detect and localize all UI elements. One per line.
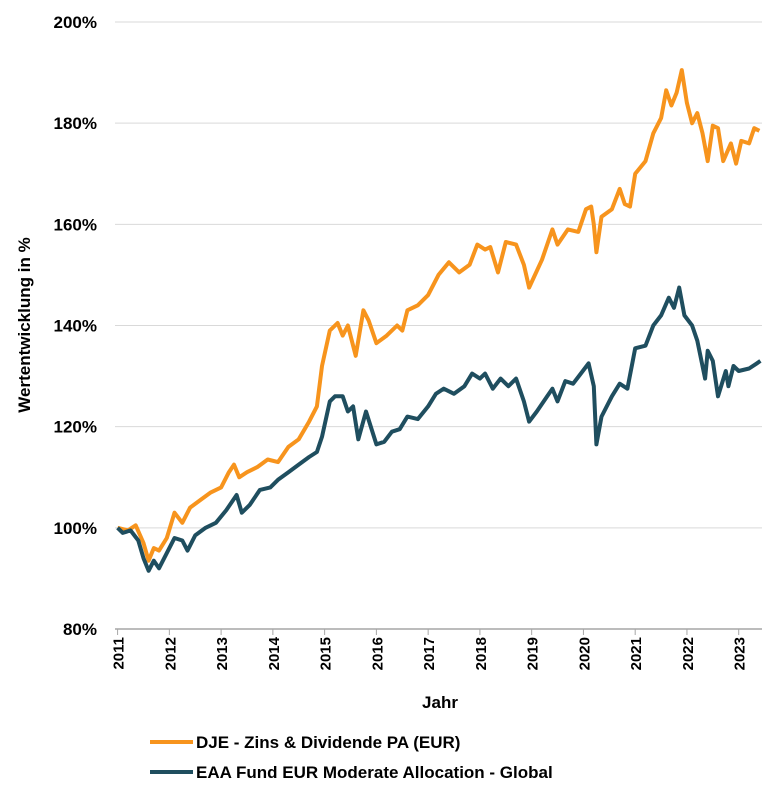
y-tick-label: 180% bbox=[54, 114, 97, 133]
y-tick-label: 200% bbox=[54, 13, 97, 32]
line-series bbox=[117, 68, 761, 563]
legend-label: EAA Fund EUR Moderate Allocation - Globa… bbox=[196, 763, 553, 781]
x-axis-title: Jahr bbox=[422, 693, 458, 712]
y-axis-title: Wertentwicklung in % bbox=[15, 237, 34, 412]
x-tick-label: 2017 bbox=[421, 637, 438, 670]
x-tick-label: 2018 bbox=[473, 637, 490, 670]
legend-label: DJE - Zins & Dividende PA (EUR) bbox=[196, 733, 460, 752]
x-tick-label: 2019 bbox=[525, 637, 542, 670]
x-tick-label: 2016 bbox=[369, 637, 386, 670]
x-tick-label: 2022 bbox=[680, 637, 697, 670]
line-series bbox=[116, 285, 762, 573]
y-tick-label: 100% bbox=[54, 519, 97, 538]
x-tick-label: 2011 bbox=[111, 637, 128, 670]
x-tick-label: 2012 bbox=[162, 637, 179, 670]
x-tick-label: 2015 bbox=[318, 637, 335, 670]
y-tick-label: 120% bbox=[54, 418, 97, 437]
y-tick-label: 80% bbox=[63, 620, 97, 639]
x-tick-label: 2014 bbox=[266, 636, 283, 670]
x-tick-label: 2013 bbox=[214, 637, 231, 670]
y-tick-label: 160% bbox=[54, 215, 97, 234]
y-tick-label: 140% bbox=[54, 317, 97, 336]
x-tick-label: 2023 bbox=[732, 637, 749, 670]
x-tick-label: 2021 bbox=[628, 637, 645, 670]
x-tick-label: 2020 bbox=[576, 637, 593, 670]
